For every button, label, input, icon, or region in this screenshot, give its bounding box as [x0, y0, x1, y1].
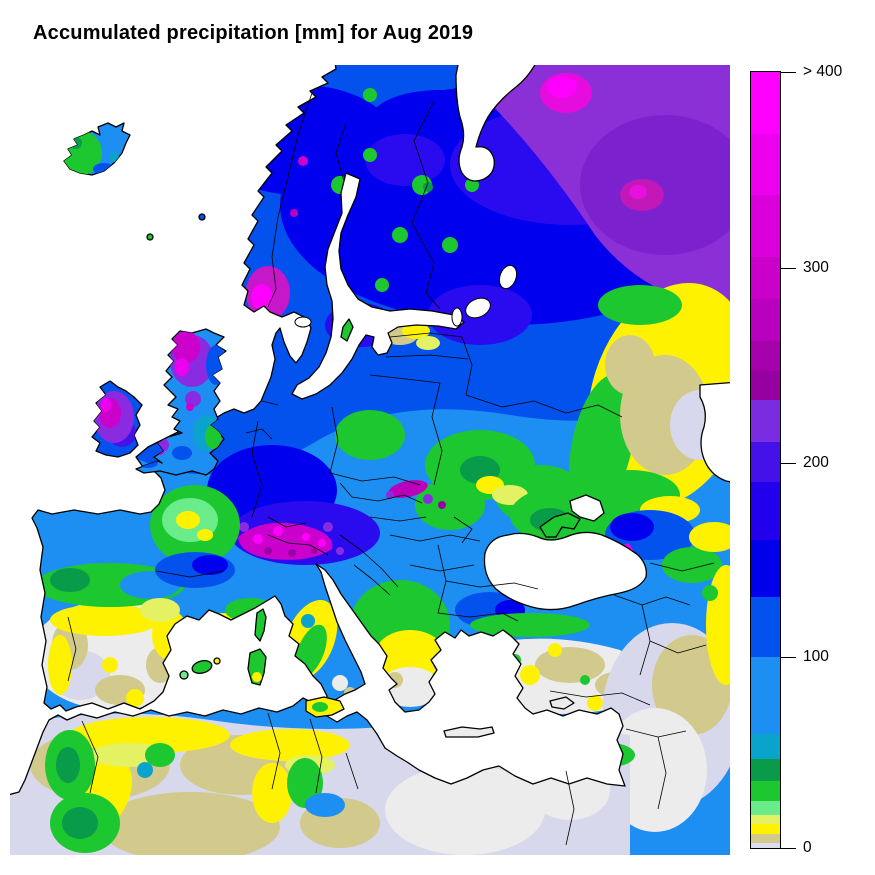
colorbar-tick-mark: [781, 71, 796, 73]
colorbar-tick-label: 200: [803, 454, 829, 472]
colorbar-segment: [751, 72, 780, 134]
colorbar-segment: [751, 759, 780, 781]
europe-precipitation-map: [0, 44, 753, 862]
colorbar-segment: [751, 341, 780, 371]
baltic-sea: [291, 172, 465, 400]
colorbar-segment: [751, 815, 780, 824]
colorbar-segment: [751, 843, 780, 848]
colorbar-tick-mark: [781, 656, 796, 658]
island-mallorca: [191, 660, 213, 674]
colorbar-segment: [751, 824, 780, 834]
colorbar-tick-label: 300: [803, 259, 829, 277]
faroe-islands: [146, 233, 154, 241]
white-sea-barents: [455, 44, 545, 182]
colorbar-legend: > 400 300 200 100 0: [750, 63, 875, 856]
precipitation-field-svg: [0, 44, 753, 862]
colorbar-segment: [751, 257, 780, 299]
colorbar-tick-mark: [781, 847, 796, 849]
alps-magenta-band: [238, 522, 333, 560]
island-cyprus: [549, 696, 575, 710]
colorbar-segment: [751, 781, 780, 801]
island-menorca: [213, 657, 221, 665]
colorbar-tick-mark: [781, 267, 796, 269]
colorbar-segment: [751, 482, 780, 540]
seas: [0, 44, 751, 798]
lake-onega: [498, 264, 518, 290]
atlantic-north-sea-mediterranean: [0, 44, 626, 798]
country-borders: [67, 92, 715, 846]
colorbar-segment: [751, 195, 780, 257]
colorbar-tick-label: 100: [803, 648, 829, 666]
colorbar-tick-label: > 400: [803, 63, 843, 80]
sea-of-azov: [569, 494, 605, 522]
lake-ladoga: [465, 297, 491, 319]
island-gotland: [340, 318, 354, 342]
colorbar-tick-mark: [781, 462, 796, 464]
island-crete: [443, 726, 495, 738]
shetland-islands: [198, 213, 206, 221]
colorbar-segment: [751, 134, 780, 195]
black-sea: [483, 531, 647, 611]
sicily-green-spot: [312, 702, 328, 712]
colorbar-segment: [751, 371, 780, 400]
colorbar-gradient: [750, 71, 781, 849]
colorbar-segment: [751, 400, 780, 442]
sardinia-yellow-spot: [252, 672, 262, 682]
colorbar-segment: [751, 442, 780, 482]
colorbar-segment: [751, 540, 780, 597]
island-ibiza: [179, 670, 189, 680]
island-great-britain: [135, 328, 227, 476]
islands: [63, 122, 581, 738]
island-corsica: [254, 608, 267, 642]
lakes: [294, 264, 518, 328]
page-title: Accumulated precipitation [mm] for Aug 2…: [33, 22, 474, 44]
colorbar-segment: [751, 801, 780, 815]
colorbar-segment: [751, 597, 780, 657]
colorbar-tick-label: 0: [803, 839, 812, 856]
colorbar-segment: [751, 834, 780, 843]
island-ireland: [91, 380, 143, 458]
colorbar-segment: [751, 734, 780, 759]
lake-vanern: [294, 316, 312, 328]
colorbar-segment: [751, 657, 780, 734]
crimea-peninsula: [539, 512, 581, 538]
colorbar-segment: [751, 299, 780, 341]
lake-peipus: [451, 307, 463, 327]
